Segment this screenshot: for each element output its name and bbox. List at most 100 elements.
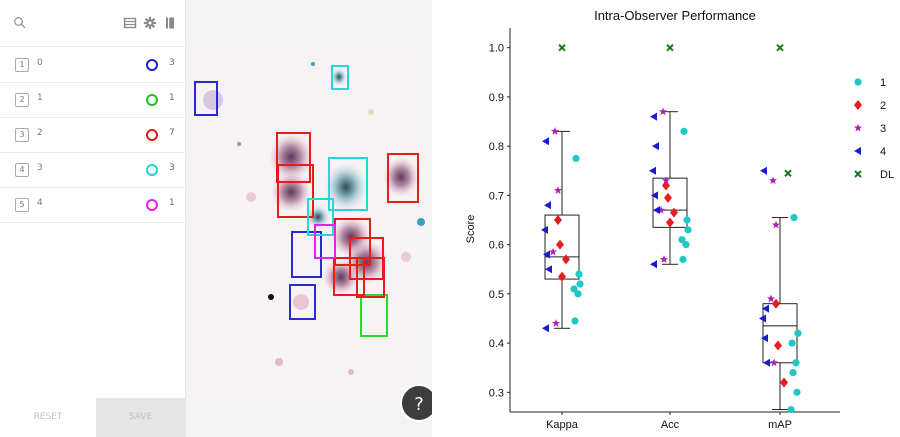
bounding-box-class-2[interactable]	[356, 257, 385, 298]
class-row-0[interactable]: 1 0 3	[0, 48, 185, 83]
class-color-ring-icon	[146, 129, 158, 141]
class-count: 1	[169, 198, 175, 208]
box-plots	[544, 111, 798, 411]
data-point-series-3	[548, 247, 558, 256]
y-tick-label: 0.5	[489, 289, 504, 301]
legend-label: 1	[880, 77, 886, 89]
bounding-box-class-2[interactable]	[387, 153, 419, 203]
legend-label: DL	[880, 169, 894, 181]
image-viewer[interactable]: ?	[186, 0, 432, 437]
table-icon[interactable]	[123, 16, 137, 30]
data-point-series-3	[551, 319, 561, 327]
data-point-series-1	[576, 280, 584, 288]
class-label: 1	[37, 93, 43, 103]
data-point-series-4	[542, 137, 549, 146]
hotkey-badge: 5	[15, 198, 29, 212]
bounding-box-class-2[interactable]	[333, 257, 365, 296]
gear-icon[interactable]	[143, 16, 157, 30]
data-point-series-2	[670, 207, 678, 218]
class-label: 0	[37, 58, 43, 68]
bounding-box-class-4[interactable]	[314, 224, 336, 259]
legend-marker	[853, 123, 863, 132]
search-icon[interactable]	[13, 16, 27, 30]
y-tick-label: 1.0	[489, 43, 504, 55]
data-point-series-2	[556, 239, 564, 250]
bounding-box-class-3[interactable]	[307, 198, 334, 236]
x-stroke	[776, 43, 784, 52]
data-point-series-1	[574, 290, 582, 298]
data-point-series-4	[759, 314, 766, 323]
x-stroke	[558, 43, 566, 52]
sidebar-toolbar	[0, 0, 185, 47]
data-point-series-DL	[776, 43, 784, 52]
box-iqr	[762, 303, 798, 364]
class-color-ring-icon	[146, 94, 158, 106]
data-point-series-2	[774, 340, 782, 351]
data-point-series-1	[684, 226, 692, 234]
legend-marker	[854, 170, 862, 178]
y-tick-label: 0.3	[489, 387, 504, 399]
data-point-series-4	[544, 201, 551, 210]
chart-title: Intra-Observer Performance	[594, 8, 756, 23]
y-tick-label: 0.9	[489, 92, 504, 104]
legend-marker	[854, 78, 862, 86]
data-point-series-3	[659, 255, 669, 263]
data-point-series-4	[541, 225, 548, 234]
data-point-series-4	[650, 112, 657, 121]
data-point-series-4	[651, 191, 658, 200]
annotation-boxes[interactable]	[194, 65, 419, 337]
bounding-box-class-3[interactable]	[328, 157, 368, 211]
data-point-series-3	[550, 127, 560, 135]
data-point-series-1	[678, 236, 686, 244]
bounding-box-class-3[interactable]	[331, 65, 349, 90]
data-point-series-2	[562, 254, 570, 265]
data-point-series-3	[553, 186, 563, 194]
class-row-3[interactable]: 4 3 3	[0, 153, 185, 188]
data-point-series-1	[788, 339, 796, 347]
bounding-box-class-0[interactable]	[291, 231, 322, 278]
data-point-series-1	[570, 285, 578, 293]
x-stroke	[854, 170, 862, 178]
data-point-series-4	[545, 265, 552, 274]
book-icon[interactable]	[163, 16, 177, 30]
bounding-box-class-0[interactable]	[194, 81, 218, 116]
data-point-series-1	[790, 213, 798, 222]
data-point-series-1	[683, 216, 691, 224]
data-point-series-1	[787, 405, 795, 414]
class-count: 7	[169, 128, 175, 138]
data-point-series-4	[650, 260, 657, 269]
data-point-series-2	[772, 298, 780, 309]
class-count: 1	[169, 93, 175, 103]
class-row-1[interactable]: 2 1 1	[0, 83, 185, 118]
data-point-series-2	[664, 192, 672, 203]
reset-button[interactable]: RESET	[0, 398, 96, 437]
class-row-2[interactable]: 3 2 7	[0, 118, 185, 153]
bounding-box-class-2[interactable]	[277, 164, 314, 218]
bounding-box-class-0[interactable]	[289, 284, 316, 320]
class-row-4[interactable]: 5 4 1	[0, 188, 185, 223]
microscopy-image[interactable]	[191, 52, 426, 402]
data-point-series-4	[763, 358, 770, 367]
data-point-series-1	[793, 388, 801, 396]
data-point-series-3	[658, 107, 668, 116]
x-tick-label: Kappa	[546, 419, 579, 431]
class-list: 1 0 3 2 1 1 3 2 7 4 3 3 5 4 1	[0, 48, 185, 223]
class-label: 2	[37, 128, 43, 138]
bounding-box-class-1[interactable]	[360, 294, 388, 337]
data-point-series-4	[543, 250, 550, 259]
data-point-series-1	[682, 241, 690, 249]
y-tick-label: 0.4	[489, 338, 504, 350]
save-button[interactable]: SAVE	[96, 398, 185, 437]
data-point-series-3	[656, 205, 666, 214]
hotkey-badge: 4	[15, 163, 29, 177]
data-point-series-3	[661, 176, 671, 185]
class-label: 4	[37, 198, 43, 208]
data-point-series-2	[666, 217, 674, 228]
data-point-series-1	[789, 369, 797, 377]
bounding-box-class-2[interactable]	[276, 132, 311, 183]
y-tick-label: 0.8	[489, 141, 504, 153]
class-color-ring-icon	[146, 59, 158, 71]
class-color-ring-icon	[146, 199, 158, 211]
data-point-series-4	[760, 166, 767, 175]
help-button[interactable]: ?	[400, 384, 432, 422]
